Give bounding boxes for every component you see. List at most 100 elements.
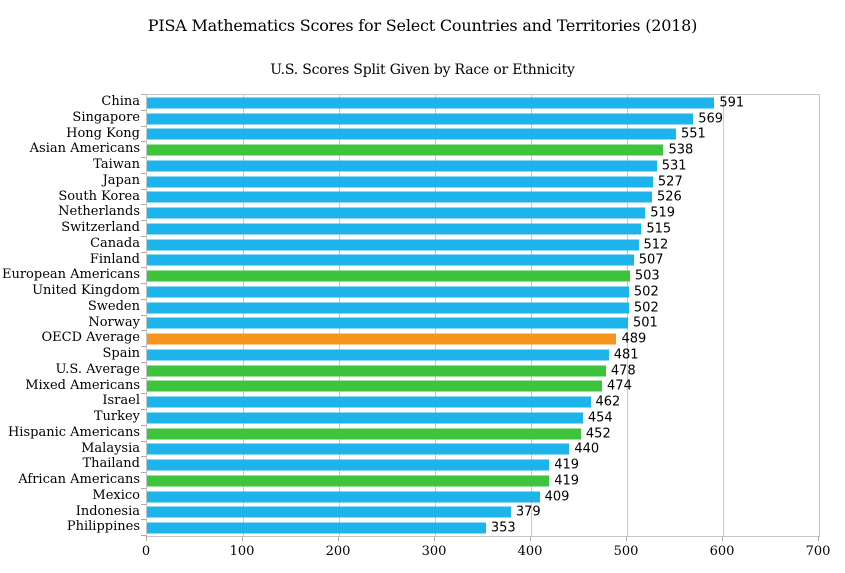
bar-value-label: 527: [657, 174, 683, 190]
y-tick-mark: [141, 172, 146, 174]
gridline: [530, 95, 532, 536]
bar-row: 462: [147, 394, 819, 410]
x-tick-label: 600: [709, 544, 735, 559]
category-label: Mexico: [92, 487, 140, 503]
category-label: Taiwan: [93, 157, 140, 172]
x-tick-mark: [434, 536, 435, 541]
x-tick-label: 100: [229, 544, 255, 559]
bar: [147, 239, 639, 251]
bar-row: 379: [147, 505, 819, 521]
bar-value-label: 512: [643, 237, 669, 253]
bar-value-label: 526: [656, 189, 682, 205]
bar-value-label: 531: [661, 158, 687, 174]
y-tick-mark: [141, 487, 146, 489]
bar: [147, 412, 583, 424]
bar-row: 419: [147, 457, 819, 473]
bar-row: 502: [147, 300, 819, 316]
category-label: Philippines: [66, 519, 140, 535]
category-label: Turkey: [93, 409, 140, 424]
category-label: Malaysia: [81, 440, 140, 456]
category-label: Singapore: [72, 109, 140, 125]
category-label: Mixed Americans: [25, 377, 140, 393]
bar-value-label: 419: [554, 457, 580, 473]
y-tick-mark: [141, 361, 146, 363]
bar: [147, 365, 606, 377]
x-tick-mark: [242, 536, 243, 541]
category-label: Netherlands: [58, 204, 140, 220]
chart-subtitle: U.S. Scores Split Given by Race or Ethni…: [270, 62, 575, 78]
bar: [147, 254, 634, 266]
y-tick-mark: [141, 393, 146, 395]
x-tick-label: 200: [325, 544, 351, 559]
bar-row: 502: [147, 284, 819, 300]
category-label: China: [101, 94, 140, 109]
category-label: United Kingdom: [32, 283, 140, 298]
y-tick-mark: [141, 109, 146, 111]
bar-row: 440: [147, 442, 819, 458]
chart-title: PISA Mathematics Scores for Select Count…: [147, 16, 698, 35]
bar-value-label: 538: [668, 142, 694, 158]
bar-row: 489: [147, 331, 819, 347]
bar-value-label: 501: [632, 315, 658, 331]
x-tick-mark: [338, 536, 339, 541]
y-tick-mark: [141, 94, 146, 95]
bar: [147, 207, 646, 219]
y-tick-mark: [141, 472, 146, 473]
bar-row: 569: [147, 111, 819, 127]
bar-value-label: 353: [490, 520, 516, 536]
category-label: Finland: [89, 251, 140, 267]
bar-row: 515: [147, 221, 819, 237]
x-tick-mark: [722, 536, 723, 541]
bar-value-label: 379: [515, 504, 541, 520]
category-label: Spain: [102, 346, 140, 361]
bar-value-label: 515: [646, 221, 672, 237]
bar-row: 501: [147, 316, 819, 332]
bar-row: 531: [147, 158, 819, 174]
bar-value-label: 452: [585, 426, 611, 442]
category-label: African Americans: [18, 472, 140, 487]
category-label: Switzerland: [61, 220, 140, 235]
x-tick-label: 700: [805, 544, 831, 559]
y-tick-mark: [141, 125, 146, 127]
category-label: Thailand: [82, 456, 140, 472]
category-label: Hispanic Americans: [7, 424, 140, 440]
x-tick-mark: [146, 536, 147, 541]
bar-row: 527: [147, 174, 819, 190]
x-tick-mark: [626, 536, 627, 541]
bar-row: 538: [147, 142, 819, 158]
bar-value-label: 502: [633, 300, 659, 316]
y-tick-mark: [141, 188, 146, 190]
bar-value-label: 481: [613, 347, 639, 363]
y-tick-mark: [141, 377, 146, 379]
bar-row: 512: [147, 237, 819, 253]
bar-value-label: 507: [638, 252, 664, 268]
category-label: South Korea: [58, 188, 140, 204]
gridline: [242, 95, 244, 536]
category-label: Indonesia: [75, 503, 140, 519]
gridline: [722, 95, 724, 536]
bar-row: 454: [147, 410, 819, 426]
x-tick-label: 500: [613, 544, 639, 559]
category-label: Japan: [102, 172, 140, 188]
bar: [147, 176, 653, 188]
bar: [147, 113, 694, 125]
bar-row: 507: [147, 253, 819, 269]
bar-value-label: 502: [633, 284, 659, 300]
bar-value-label: 462: [595, 394, 621, 410]
bar-row: 353: [147, 520, 819, 536]
bar-value-label: 478: [610, 363, 636, 379]
bar-row: 526: [147, 190, 819, 206]
bar: [147, 144, 664, 156]
bar: [147, 491, 540, 503]
bar: [147, 380, 603, 392]
bar-row: 409: [147, 489, 819, 505]
bar-row: 478: [147, 363, 819, 379]
bar-value-label: 503: [634, 268, 660, 284]
bar-row: 452: [147, 426, 819, 442]
x-tick-label: 0: [141, 544, 151, 559]
bar: [147, 428, 581, 440]
bar-value-label: 454: [587, 410, 613, 426]
bar: [147, 270, 630, 282]
y-tick-mark: [141, 314, 146, 316]
